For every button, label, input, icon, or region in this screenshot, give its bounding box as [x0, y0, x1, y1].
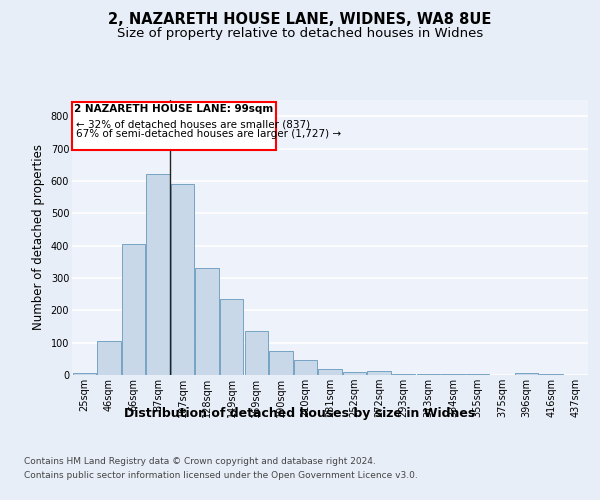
Bar [97, 341, 121, 375]
Y-axis label: Number of detached properties: Number of detached properties [32, 144, 45, 330]
Bar [269, 350, 293, 375]
Bar [466, 374, 489, 375]
Text: Contains HM Land Registry data © Crown copyright and database right 2024.: Contains HM Land Registry data © Crown c… [24, 458, 376, 466]
Bar [72, 102, 276, 150]
Text: Distribution of detached houses by size in Widnes: Distribution of detached houses by size … [124, 408, 476, 420]
Bar [392, 374, 415, 375]
Text: Contains public sector information licensed under the Open Government Licence v3: Contains public sector information licen… [24, 471, 418, 480]
Bar [220, 299, 244, 375]
Bar [245, 332, 268, 375]
Text: Size of property relative to detached houses in Widnes: Size of property relative to detached ho… [117, 28, 483, 40]
Text: ← 32% of detached houses are smaller (837): ← 32% of detached houses are smaller (83… [76, 120, 310, 130]
Text: 2 NAZARETH HOUSE LANE: 99sqm: 2 NAZARETH HOUSE LANE: 99sqm [74, 104, 274, 114]
Bar [171, 184, 194, 375]
Bar [441, 374, 464, 375]
Bar [539, 374, 563, 375]
Bar [196, 268, 219, 375]
Bar [122, 244, 145, 375]
Bar [416, 374, 440, 375]
Bar [294, 360, 317, 375]
Text: 2, NAZARETH HOUSE LANE, WIDNES, WA8 8UE: 2, NAZARETH HOUSE LANE, WIDNES, WA8 8UE [109, 12, 491, 28]
Text: 67% of semi-detached houses are larger (1,727) →: 67% of semi-detached houses are larger (… [76, 129, 341, 139]
Bar [367, 371, 391, 375]
Bar [343, 372, 366, 375]
Bar [319, 368, 341, 375]
Bar [73, 374, 96, 375]
Bar [146, 174, 170, 375]
Bar [515, 374, 538, 375]
